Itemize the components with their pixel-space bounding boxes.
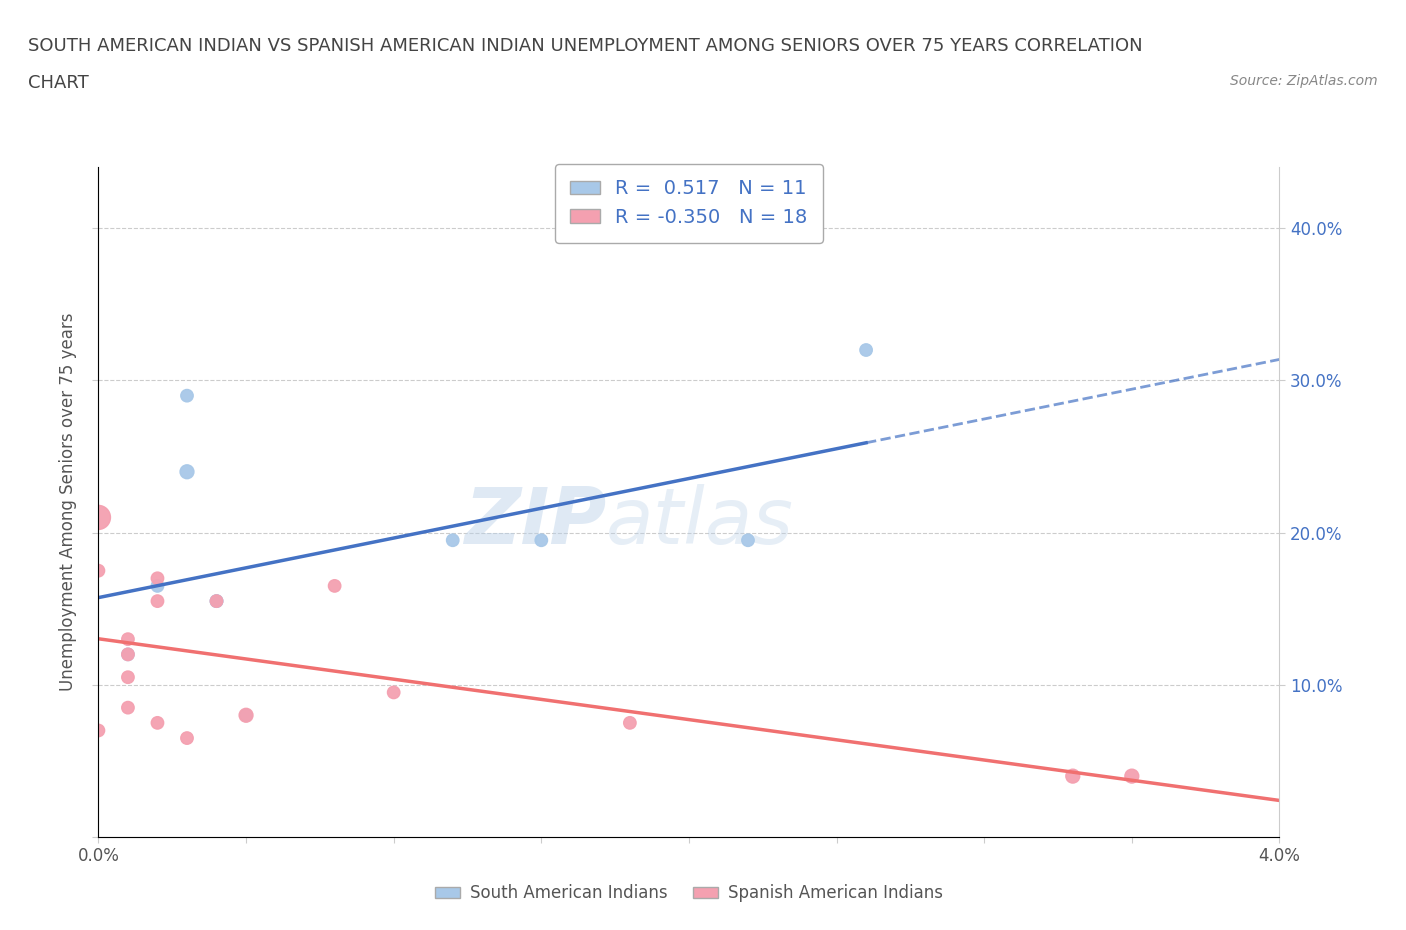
Point bbox=[855, 342, 877, 357]
Point bbox=[441, 533, 464, 548]
Point bbox=[323, 578, 346, 593]
Point bbox=[205, 593, 228, 608]
Point bbox=[382, 685, 405, 700]
Point bbox=[205, 593, 228, 608]
Point bbox=[117, 631, 139, 646]
Point bbox=[87, 510, 110, 525]
Point bbox=[619, 715, 641, 730]
Point bbox=[146, 593, 169, 608]
Y-axis label: Unemployment Among Seniors over 75 years: Unemployment Among Seniors over 75 years bbox=[59, 313, 77, 691]
Text: CHART: CHART bbox=[28, 74, 89, 92]
Point bbox=[146, 715, 169, 730]
Point bbox=[117, 700, 139, 715]
Point bbox=[235, 708, 257, 723]
Text: atlas: atlas bbox=[606, 485, 794, 560]
Point bbox=[176, 731, 198, 746]
Point bbox=[117, 647, 139, 662]
Legend: South American Indians, Spanish American Indians: South American Indians, Spanish American… bbox=[429, 878, 949, 909]
Text: ZIP: ZIP bbox=[464, 485, 606, 560]
Point bbox=[117, 647, 139, 662]
Point bbox=[87, 723, 110, 737]
Point bbox=[737, 533, 759, 548]
Point bbox=[235, 708, 257, 723]
Point bbox=[87, 564, 110, 578]
Text: SOUTH AMERICAN INDIAN VS SPANISH AMERICAN INDIAN UNEMPLOYMENT AMONG SENIORS OVER: SOUTH AMERICAN INDIAN VS SPANISH AMERICA… bbox=[28, 37, 1143, 55]
Point bbox=[176, 464, 198, 479]
Point bbox=[146, 578, 169, 593]
Point bbox=[1121, 769, 1143, 784]
Point bbox=[205, 593, 228, 608]
Point bbox=[146, 571, 169, 586]
Point bbox=[117, 670, 139, 684]
Point bbox=[176, 388, 198, 403]
Point bbox=[530, 533, 553, 548]
Point bbox=[1062, 769, 1084, 784]
Text: Source: ZipAtlas.com: Source: ZipAtlas.com bbox=[1230, 74, 1378, 88]
